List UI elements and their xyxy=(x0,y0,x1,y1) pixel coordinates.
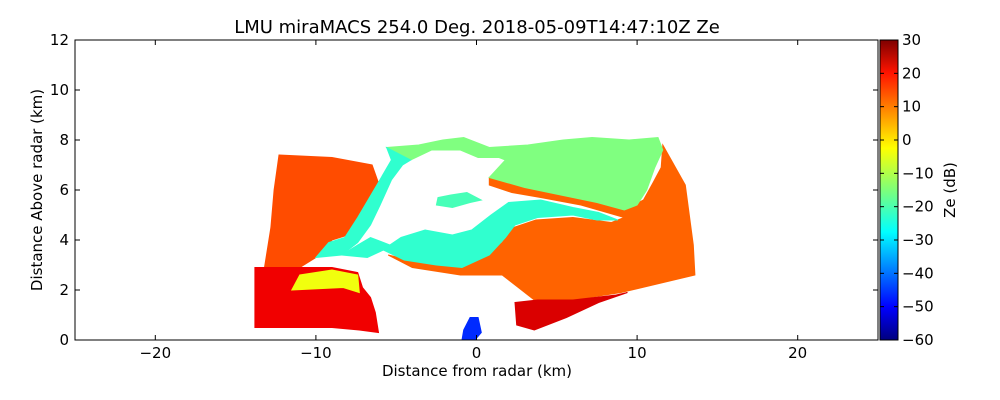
x-tick-label: −20 xyxy=(139,344,171,362)
x-tick-label: 20 xyxy=(788,344,807,362)
colorbar-tick-label: 0 xyxy=(902,131,912,149)
x-tick-label: 10 xyxy=(628,344,647,362)
chart-title: LMU miraMACS 254.0 Deg. 2018-05-09T14:47… xyxy=(234,17,720,38)
x-tick-label: 0 xyxy=(472,344,482,362)
colorbar-tick-label: 10 xyxy=(902,98,921,116)
colorbar xyxy=(879,39,899,341)
colorbar-axis: 30 20 10 0 −10 −20 −30 −40 −50 −60 xyxy=(880,31,934,349)
region-near-radar-specks xyxy=(461,317,482,340)
y-tick-label: 8 xyxy=(59,131,69,149)
colorbar-tick-label: 30 xyxy=(902,31,921,49)
colorbar-tick-label: −40 xyxy=(902,264,934,282)
colorbar-tick-label: −60 xyxy=(902,331,934,349)
x-axis: −20 −10 0 10 20 xyxy=(139,40,807,362)
colorbar-tick-label: −30 xyxy=(902,231,934,249)
region-right-echo-lower xyxy=(514,292,628,331)
y-axis-label: Distance Above radar (km) xyxy=(28,89,46,291)
y-tick-label: 0 xyxy=(59,331,69,349)
region-small-fragment xyxy=(435,191,483,209)
colorbar-tick-label: −20 xyxy=(902,198,934,216)
y-tick-label: 6 xyxy=(59,181,69,199)
colorbar-tick-label: −50 xyxy=(902,298,934,316)
region-left-echo-upper xyxy=(263,154,381,268)
x-axis-label: Distance from radar (km) xyxy=(382,362,572,380)
y-axis: 0 2 4 6 8 10 12 xyxy=(50,31,878,349)
colorbar-tick-label: 20 xyxy=(902,64,921,82)
colorbar-label: Ze (dB) xyxy=(941,162,959,218)
y-tick-label: 12 xyxy=(50,31,69,49)
x-tick-label: −10 xyxy=(300,344,332,362)
y-tick-label: 2 xyxy=(59,281,69,299)
y-tick-label: 10 xyxy=(50,81,69,99)
region-upper-thin-cloud xyxy=(385,136,664,211)
plot-frame xyxy=(74,39,879,341)
colorbar-tick-label: −10 xyxy=(902,164,934,182)
heatmap-regions xyxy=(254,136,696,340)
y-tick-label: 4 xyxy=(59,231,69,249)
region-low-band xyxy=(290,269,360,294)
region-mid-band xyxy=(340,199,618,269)
